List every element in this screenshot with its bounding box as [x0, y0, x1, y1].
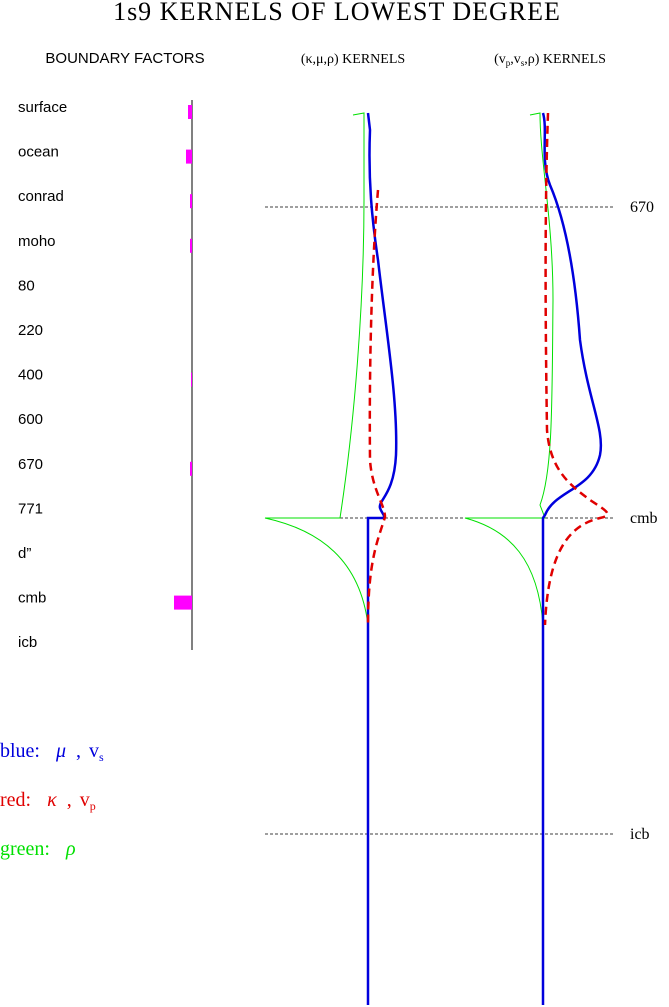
legend-v: v — [89, 740, 99, 762]
depth-label: 670 — [630, 199, 654, 216]
legend-color: green: — [0, 838, 50, 860]
boundary-bar — [188, 105, 192, 119]
kappa-curve — [366, 189, 387, 626]
mu-curve — [366, 112, 398, 1005]
rho-curve — [464, 112, 554, 1005]
title-sub: p — [506, 58, 511, 68]
rho-curve — [264, 112, 369, 1005]
boundary-label: moho — [18, 233, 56, 250]
kernels-1 — [264, 112, 398, 1005]
legend-symbol: ρ — [65, 838, 76, 860]
title: 1s9 KERNELS OF LOWEST DEGREE — [113, 0, 561, 26]
boundary-label: 600 — [18, 411, 43, 428]
legend-entry: green: ρ — [0, 838, 76, 860]
boundary-label: cmb — [18, 590, 46, 607]
title-part: ,ρ) KERNELS — [524, 52, 606, 67]
boundary-label: 80 — [18, 277, 35, 294]
legend-symbol: κ — [47, 789, 57, 811]
boundary-label: ocean — [18, 144, 59, 161]
kernels-2 — [464, 112, 609, 1005]
boundary-bar — [186, 149, 192, 164]
boundary-label: surface — [18, 99, 67, 116]
depth-label: icb — [630, 826, 650, 843]
depth-label: cmb — [630, 510, 658, 527]
column-title: (κ,μ,ρ) KERNELS — [301, 52, 405, 67]
legend-symbol: μ — [55, 740, 66, 762]
boundary-bar — [190, 461, 192, 476]
boundary-label: 771 — [18, 500, 43, 517]
boundary-bar — [191, 372, 192, 387]
boundary-label: conrad — [18, 188, 64, 205]
boundary-label: 220 — [18, 322, 43, 339]
boundary-title: BOUNDARY FACTORS — [45, 50, 204, 67]
boundary-bar — [174, 595, 192, 610]
depth-lines — [265, 206, 615, 835]
legend-v: v — [80, 789, 90, 811]
title-part: (v — [494, 52, 506, 67]
legend-color: red: — [0, 789, 31, 811]
boundary-label: 670 — [18, 456, 43, 473]
boundary-label: d” — [18, 545, 31, 562]
column-title: (vp,vs,ρ) KERNELS — [494, 52, 606, 68]
boundary-label: icb — [18, 634, 37, 651]
legend-sub: s — [99, 750, 104, 764]
legend-sep: , — [76, 740, 81, 762]
legend-entry: blue: μ, vs — [0, 740, 104, 764]
boundary-bar — [190, 194, 192, 209]
legend-color: blue: — [0, 740, 40, 762]
title-part: ,v — [510, 52, 521, 67]
legend-sub: p — [90, 799, 96, 813]
vp-curve — [543, 112, 609, 626]
vs-curve — [541, 112, 603, 1005]
boundary-label: 400 — [18, 367, 43, 384]
boundary-bar — [190, 238, 192, 253]
title-sub: s — [521, 58, 525, 68]
legend-entry: red: κ, vp — [0, 789, 96, 813]
legend-sep: , — [67, 789, 72, 811]
